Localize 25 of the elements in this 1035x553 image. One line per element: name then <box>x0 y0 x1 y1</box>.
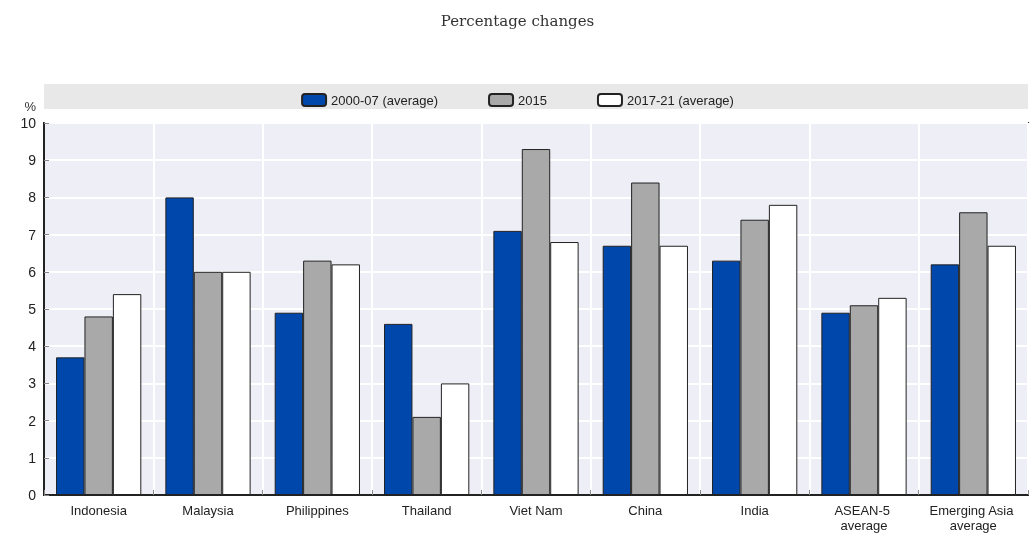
y-tick-label: 3 <box>28 375 37 392</box>
legend-label: 2000-07 (average) <box>331 92 439 108</box>
x-tick-label: Emerging Asia average <box>929 503 1018 533</box>
x-tick-label: India <box>740 503 770 518</box>
y-tick-label: 8 <box>28 189 37 206</box>
y-axis-title: % <box>24 99 37 114</box>
x-tick-label: Indonesia <box>70 503 128 518</box>
y-tick-label: 0 <box>28 487 37 503</box>
y-tick-label: 10 <box>20 115 37 131</box>
legend-label: 2017-21 (average) <box>626 92 734 108</box>
y-tick-label: 5 <box>28 301 37 317</box>
x-tick-label: Thailand <box>401 503 452 518</box>
y-tick-label: 7 <box>28 226 37 243</box>
x-tick-label: Malaysia <box>182 503 235 518</box>
y-tick-label: 4 <box>28 338 37 355</box>
y-tick-label: 1 <box>28 449 37 466</box>
y-tick-label: 9 <box>28 152 37 169</box>
y-tick-label: 2 <box>28 412 37 429</box>
x-tick-label: Philippines <box>285 503 350 518</box>
legend-label: 2015 <box>518 92 547 108</box>
x-tick-label: Viet Nam <box>509 503 563 518</box>
y-tick-label: 6 <box>28 263 37 280</box>
x-tick-label: ASEAN-5 average <box>834 503 894 533</box>
chart-subtitle: Percentage changes <box>440 11 595 30</box>
x-tick-label: China <box>628 503 664 518</box>
